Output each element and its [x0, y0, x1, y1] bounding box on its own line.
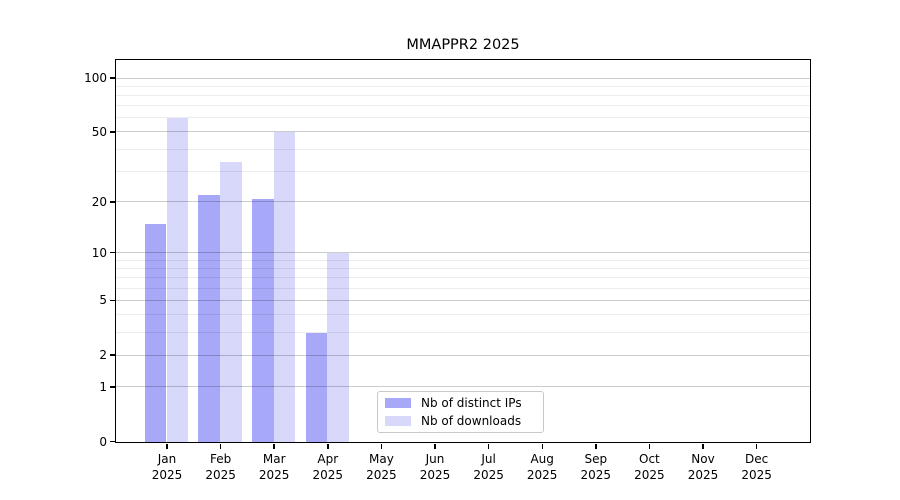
bar-feb-distinct-ips	[198, 195, 221, 442]
legend: Nb of distinct IPs Nb of downloads	[377, 391, 544, 433]
major-gridline	[116, 386, 810, 388]
legend-item-distinct-ips: Nb of distinct IPs	[385, 396, 543, 411]
x-tick	[487, 443, 490, 449]
x-tick-label: Dec 2025	[741, 452, 772, 482]
y-tick	[109, 251, 116, 254]
minor-gridline	[116, 331, 810, 333]
y-tick	[109, 440, 116, 443]
x-tick	[541, 443, 543, 449]
legend-item-downloads: Nb of downloads	[385, 414, 543, 429]
minor-gridline	[116, 259, 810, 261]
legend-label-distinct-ips: Nb of distinct IPs	[421, 395, 522, 410]
y-tick	[109, 131, 116, 133]
major-gridline	[116, 252, 810, 254]
y-tick	[109, 386, 116, 388]
y-tick-label: 100	[84, 71, 107, 86]
minor-gridline	[116, 117, 810, 119]
major-gridline	[116, 299, 810, 301]
minor-gridline	[116, 277, 810, 279]
minor-gridline	[116, 95, 810, 96]
x-tick-label: Feb 2025	[205, 452, 236, 482]
minor-gridline	[116, 105, 810, 107]
bar-mar-downloads	[273, 132, 296, 442]
legend-label-downloads: Nb of downloads	[421, 413, 522, 428]
x-tick-label: Jul 2025	[473, 452, 504, 482]
x-tick-label: Sep 2025	[580, 452, 612, 482]
minor-gridline	[116, 170, 810, 172]
x-tick	[219, 443, 222, 449]
x-tick	[648, 443, 651, 449]
minor-gridline	[116, 148, 810, 150]
legend-swatch-distinct-ips	[385, 398, 411, 408]
y-tick-label: 20	[91, 194, 107, 209]
y-tick-label: 50	[91, 124, 107, 139]
y-tick	[109, 77, 116, 79]
bar-feb-downloads	[220, 162, 242, 442]
x-tick-label: Aug 2025	[526, 452, 558, 482]
x-tick	[595, 443, 597, 449]
chart-title: MMAPPR2 2025	[406, 37, 520, 53]
x-tick	[434, 443, 436, 449]
x-tick-label: Oct 2025	[634, 452, 665, 482]
minor-gridline	[116, 268, 810, 269]
major-gridline	[116, 131, 810, 133]
legend-swatch-downloads	[385, 416, 411, 426]
minor-gridline	[116, 287, 810, 289]
x-tick-label: Apr 2025	[312, 452, 344, 482]
bar-apr-downloads	[327, 253, 350, 442]
x-tick	[166, 443, 168, 449]
y-tick-label: 2	[99, 348, 107, 362]
major-gridline	[116, 354, 810, 356]
y-tick-label: 10	[91, 245, 107, 260]
x-tick-label: Jan 2025	[151, 452, 183, 482]
minor-gridline	[116, 85, 810, 87]
x-tick	[755, 443, 758, 449]
bar-mar-distinct-ips	[251, 198, 274, 442]
y-tick-label: 0	[99, 434, 107, 449]
y-tick	[109, 201, 116, 203]
y-tick	[109, 354, 116, 356]
y-tick-label: 5	[99, 293, 107, 308]
x-tick	[380, 443, 383, 449]
major-gridline	[116, 201, 810, 203]
y-tick-label: 1	[99, 379, 107, 394]
y-tick	[109, 299, 116, 302]
x-tick	[327, 443, 329, 449]
plot-area	[115, 59, 811, 443]
x-tick	[273, 443, 275, 449]
x-tick-label: Nov 2025	[687, 452, 719, 482]
x-tick-label: Mar 2025	[258, 452, 290, 482]
bar-apr-distinct-ips	[305, 332, 328, 442]
bar-jan-downloads	[166, 118, 189, 442]
x-tick-label: Jun 2025	[419, 452, 451, 482]
bar-jan-distinct-ips	[144, 223, 167, 442]
x-tick-label: May 2025	[366, 452, 397, 482]
minor-gridline	[116, 314, 810, 316]
x-tick	[702, 443, 704, 449]
major-gridline	[116, 77, 810, 79]
